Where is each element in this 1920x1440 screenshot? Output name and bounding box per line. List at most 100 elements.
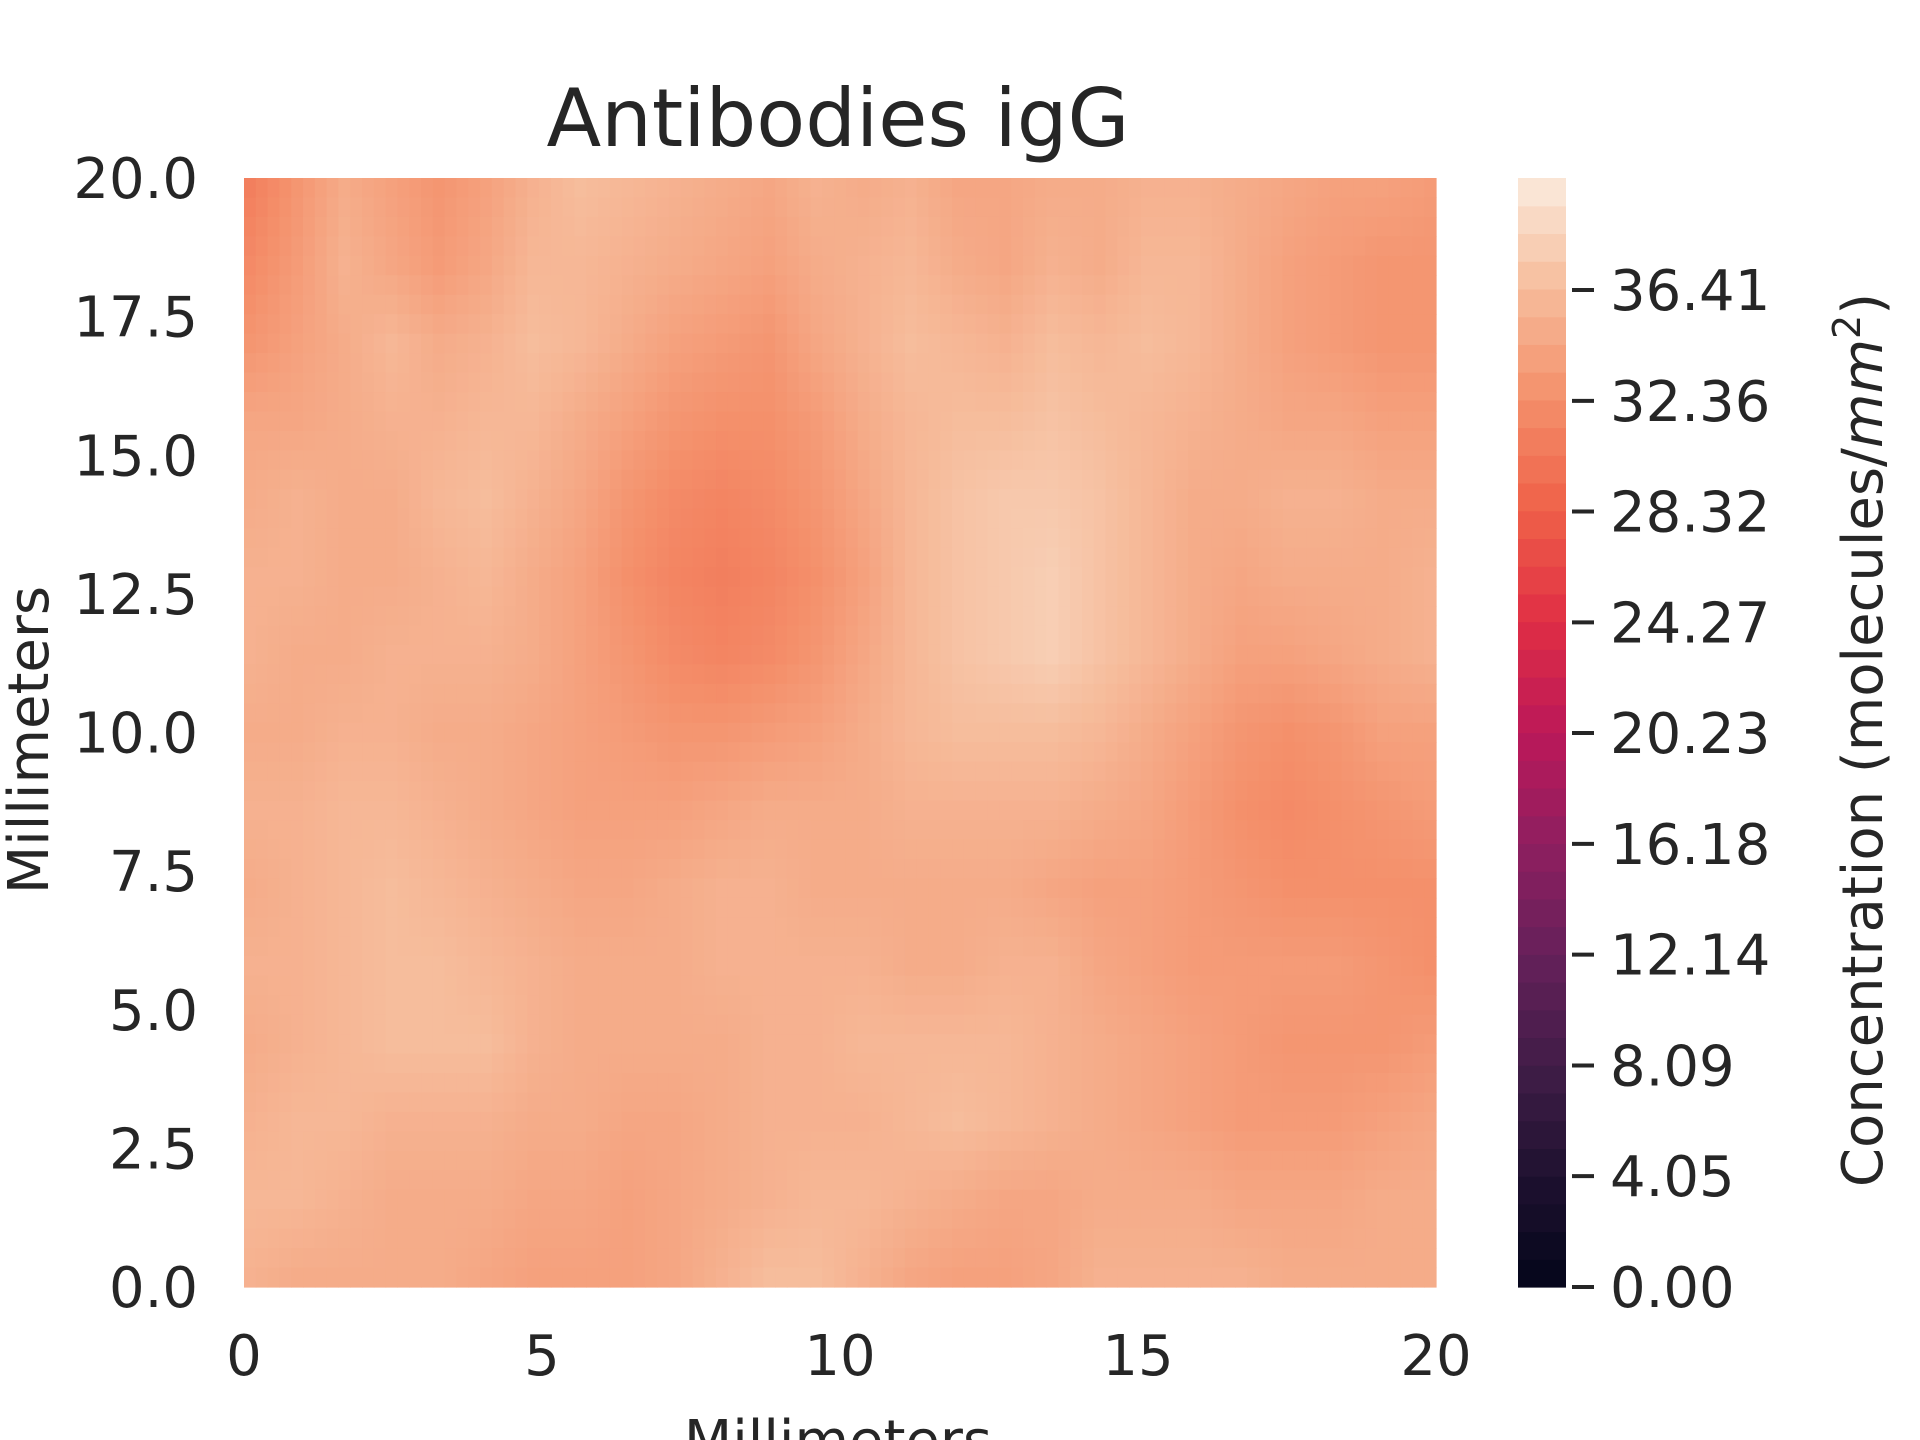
heatmap-cell bbox=[1081, 508, 1095, 529]
heatmap-cell bbox=[657, 858, 670, 880]
heatmap-cell bbox=[668, 644, 682, 666]
heatmap-cell bbox=[1152, 528, 1166, 549]
heatmap-cell bbox=[987, 625, 1000, 646]
heatmap-cell bbox=[1258, 411, 1272, 432]
heatmap-cell bbox=[975, 469, 989, 490]
heatmap-cell bbox=[609, 528, 623, 549]
heatmap-cell bbox=[350, 897, 363, 918]
heatmap-cell bbox=[963, 469, 977, 490]
heatmap-cell bbox=[421, 294, 434, 315]
heatmap-cell bbox=[527, 1072, 540, 1094]
heatmap-cell bbox=[810, 450, 823, 471]
heatmap-cell bbox=[645, 897, 658, 918]
heatmap-cell bbox=[1400, 197, 1413, 218]
heatmap-cell bbox=[1140, 469, 1154, 490]
heatmap-cell bbox=[468, 392, 481, 413]
heatmap-cell bbox=[1294, 936, 1307, 957]
heatmap-cell bbox=[810, 820, 823, 841]
heatmap-cell bbox=[1258, 917, 1272, 938]
heatmap-cell bbox=[621, 820, 635, 841]
heatmap-cell bbox=[244, 586, 257, 607]
heatmap-cell bbox=[1270, 236, 1284, 257]
heatmap-cell bbox=[515, 255, 528, 276]
heatmap-cell bbox=[739, 820, 753, 841]
heatmap-cell bbox=[1270, 469, 1284, 490]
heatmap-cell bbox=[1034, 722, 1048, 743]
heatmap-cell bbox=[1365, 1053, 1378, 1074]
heatmap-cell bbox=[716, 353, 729, 374]
heatmap-cell bbox=[680, 1111, 694, 1132]
heatmap-cell bbox=[255, 1014, 269, 1035]
heatmap-cell bbox=[338, 255, 351, 276]
heatmap-cell bbox=[1188, 216, 1201, 237]
heatmap-cell bbox=[562, 897, 576, 918]
heatmap-cell bbox=[657, 683, 670, 704]
heatmap-cell bbox=[869, 1014, 882, 1035]
heatmap-cell bbox=[586, 469, 599, 490]
heatmap-cell bbox=[668, 469, 682, 490]
heatmap-cell bbox=[350, 800, 363, 821]
heatmap-cell bbox=[1152, 547, 1166, 568]
heatmap-cell bbox=[916, 606, 930, 627]
heatmap-cell bbox=[444, 995, 458, 1016]
heatmap-cell bbox=[798, 722, 812, 743]
heatmap-cell bbox=[751, 392, 764, 413]
heatmap-cell bbox=[1176, 197, 1189, 218]
heatmap-cell bbox=[539, 586, 552, 607]
heatmap-cell bbox=[963, 1034, 977, 1055]
heatmap-cell bbox=[1282, 975, 1295, 996]
heatmap-cell bbox=[881, 606, 894, 627]
heatmap-cell bbox=[1329, 1053, 1343, 1074]
heatmap-cell bbox=[1235, 1034, 1248, 1055]
heatmap-cell bbox=[1211, 683, 1225, 704]
heatmap-cell bbox=[1400, 858, 1413, 880]
heatmap-cell bbox=[1388, 664, 1402, 685]
heatmap-cell bbox=[1152, 722, 1166, 743]
heatmap-cell bbox=[1034, 197, 1048, 218]
heatmap-cell bbox=[314, 1111, 328, 1132]
heatmap-cell bbox=[893, 450, 906, 471]
heatmap-cell bbox=[940, 372, 953, 393]
heatmap-cell bbox=[1247, 197, 1260, 218]
heatmap-cell bbox=[692, 333, 705, 354]
heatmap-cell bbox=[503, 489, 517, 510]
heatmap-cell bbox=[810, 469, 823, 490]
heatmap-cell bbox=[727, 781, 741, 802]
heatmap-cell bbox=[350, 450, 363, 471]
heatmap-cell bbox=[692, 1014, 705, 1035]
heatmap-cell bbox=[468, 1014, 481, 1035]
heatmap-cell bbox=[621, 1092, 635, 1113]
heatmap-cell bbox=[1306, 411, 1319, 432]
heatmap-cell bbox=[763, 1072, 776, 1094]
heatmap-cell bbox=[1034, 1034, 1048, 1055]
heatmap-cell bbox=[338, 800, 351, 821]
heatmap-cell bbox=[928, 722, 941, 743]
heatmap-cell bbox=[1270, 917, 1284, 938]
heatmap-cell bbox=[716, 469, 729, 490]
heatmap-cell bbox=[845, 430, 859, 451]
heatmap-cell bbox=[822, 1072, 835, 1094]
heatmap-cell bbox=[1129, 897, 1142, 918]
heatmap-cell bbox=[1011, 1053, 1024, 1074]
heatmap-cell bbox=[798, 216, 812, 237]
heatmap-cell bbox=[255, 469, 269, 490]
heatmap-cell bbox=[1306, 625, 1319, 646]
heatmap-cell bbox=[716, 178, 729, 199]
heatmap-cell bbox=[1022, 917, 1036, 938]
heatmap-cell bbox=[1129, 1111, 1142, 1132]
heatmap-cell bbox=[1329, 216, 1343, 237]
heatmap-cell bbox=[503, 1131, 517, 1152]
heatmap-cell bbox=[503, 586, 517, 607]
heatmap-cell bbox=[1081, 392, 1095, 413]
heatmap-cell bbox=[1081, 742, 1095, 763]
heatmap-cell bbox=[1235, 897, 1248, 918]
heatmap-cell bbox=[1282, 508, 1295, 529]
heatmap-cell bbox=[598, 1111, 611, 1132]
heatmap-cell bbox=[586, 936, 599, 957]
heatmap-cell bbox=[739, 839, 753, 860]
heatmap-cell bbox=[267, 1111, 280, 1132]
heatmap-cell bbox=[444, 683, 458, 704]
heatmap-cell bbox=[952, 216, 965, 237]
heatmap-cell bbox=[1258, 1014, 1272, 1035]
heatmap-cell bbox=[1317, 411, 1331, 432]
